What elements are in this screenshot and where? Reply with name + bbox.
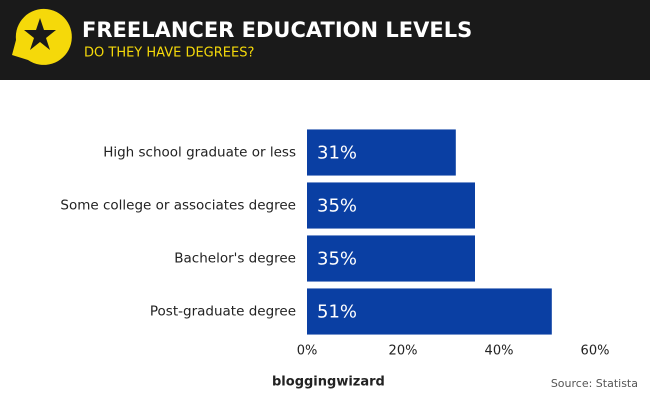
chart-title: FREELANCER EDUCATION LEVELS [82, 18, 472, 42]
value-label: 51% [317, 302, 357, 323]
bar [307, 288, 552, 335]
y-tick-label: Post-graduate degree [150, 304, 296, 320]
bar [307, 129, 456, 176]
x-tick-label: 20% [389, 344, 418, 359]
value-label: 31% [317, 143, 357, 164]
y-tick-label: Some college or associates degree [60, 198, 296, 214]
value-label: 35% [317, 249, 357, 270]
source-note: Source: Statista [551, 377, 638, 390]
header-band [0, 0, 650, 80]
bar [307, 235, 475, 282]
logo-icon [12, 8, 72, 65]
y-tick-label: Bachelor's degree [174, 251, 296, 267]
bar [307, 182, 475, 229]
y-tick-label: High school graduate or less [103, 145, 296, 161]
value-label: 35% [317, 196, 357, 217]
x-tick-label: 60% [581, 344, 610, 359]
x-tick-label: 40% [485, 344, 514, 359]
chart-subtitle: DO THEY HAVE DEGREES? [84, 46, 254, 61]
brand: bloggingwizard [272, 375, 385, 390]
x-tick-label: 0% [297, 344, 318, 359]
